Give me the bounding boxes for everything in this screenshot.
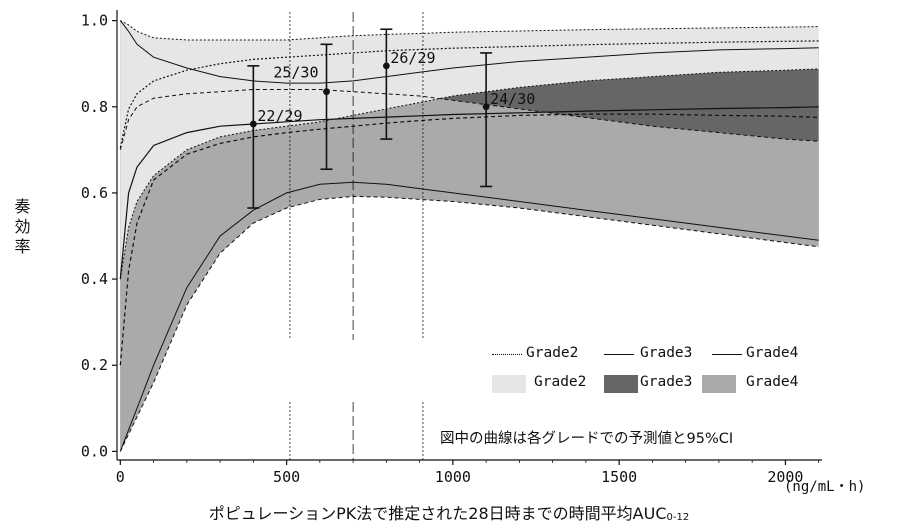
- y-axis-label-text: 奏効率: [11, 198, 31, 258]
- y-tick-label-0: 0.0: [81, 442, 108, 460]
- legend-line-swatch-grade3: [604, 354, 634, 355]
- observed-label-1: 22/29: [257, 107, 302, 125]
- legend-line-label-grade2: Grade2: [526, 345, 579, 361]
- legend-band-label-grade4: Grade4: [746, 374, 799, 390]
- axes: 0.0 0.2 0.4 0.6 0.8 1.0 0 500 1000 1500 2000: [81, 10, 822, 486]
- legend-band-swatch-grade4: [702, 375, 736, 393]
- observed-point-4: [482, 103, 490, 111]
- legend-line-swatch-grade4: [712, 354, 742, 355]
- ci-lower-grade2: [119, 68, 819, 280]
- chart-annotation: 図中の曲線は各グレードでの予測値と95%CI: [440, 431, 734, 447]
- observed-label-2: 25/30: [273, 64, 318, 82]
- x-axis-unit: (ng/mL・h): [784, 479, 866, 495]
- x-tick-label-0: 0: [116, 468, 125, 486]
- y-tick-label-5: 1.0: [81, 12, 108, 30]
- observed-point-2: [323, 88, 330, 96]
- legend: Grade2 Grade3 Grade4 Grade2 Grade3 Grade…: [492, 345, 812, 395]
- legend-line-swatch-grade2: [492, 354, 522, 355]
- reference-lines: [289, 12, 424, 460]
- x-tick-label-3: 1500: [601, 468, 637, 486]
- x-axis-label-subscript: 0-12: [666, 512, 690, 523]
- ci-upper-grade4: [119, 89, 819, 150]
- legend-line-label-grade3: Grade3: [640, 345, 693, 361]
- y-tick-label-3: 0.6: [81, 184, 108, 202]
- x-tick-label-1: 500: [273, 468, 300, 486]
- x-tick-label-2: 1000: [435, 468, 471, 486]
- legend-band-swatch-grade3: [604, 375, 638, 393]
- ci-band-grade2: [120, 20, 819, 280]
- observed-points: 22/29 25/30 26/29 24/30: [247, 28, 535, 209]
- y-tick-label-4: 0.8: [81, 98, 108, 116]
- legend-line-label-grade4: Grade4: [746, 345, 799, 361]
- predicted-line-grade2: [119, 40, 819, 148]
- y-tick-label-2: 0.4: [81, 270, 108, 288]
- ci-bands: [120, 20, 819, 452]
- observed-point-3: [382, 62, 390, 70]
- observed-label-4: 24/30: [490, 90, 535, 108]
- observed-point-1: [249, 120, 257, 128]
- legend-band-label-grade2: Grade2: [534, 374, 587, 390]
- observed-label-3: 26/29: [390, 49, 435, 67]
- y-tick-label-1: 0.2: [81, 356, 108, 374]
- y-axis-label: 奏効率: [6, 198, 36, 263]
- x-axis-label: ポピュレーションPK法で推定された28日時までの時間平均AUC0-12: [0, 500, 898, 524]
- ci-band-grade4: [120, 89, 819, 452]
- ci-upper-grade3: [119, 20, 819, 84]
- x-axis-label-text: ポピュレーションPK法で推定された28日時までの時間平均AUC: [208, 504, 667, 523]
- legend-band-label-grade3: Grade3: [640, 374, 693, 390]
- x-tick-label-4: 2000: [767, 468, 803, 486]
- legend-band-swatch-grade2: [492, 375, 526, 393]
